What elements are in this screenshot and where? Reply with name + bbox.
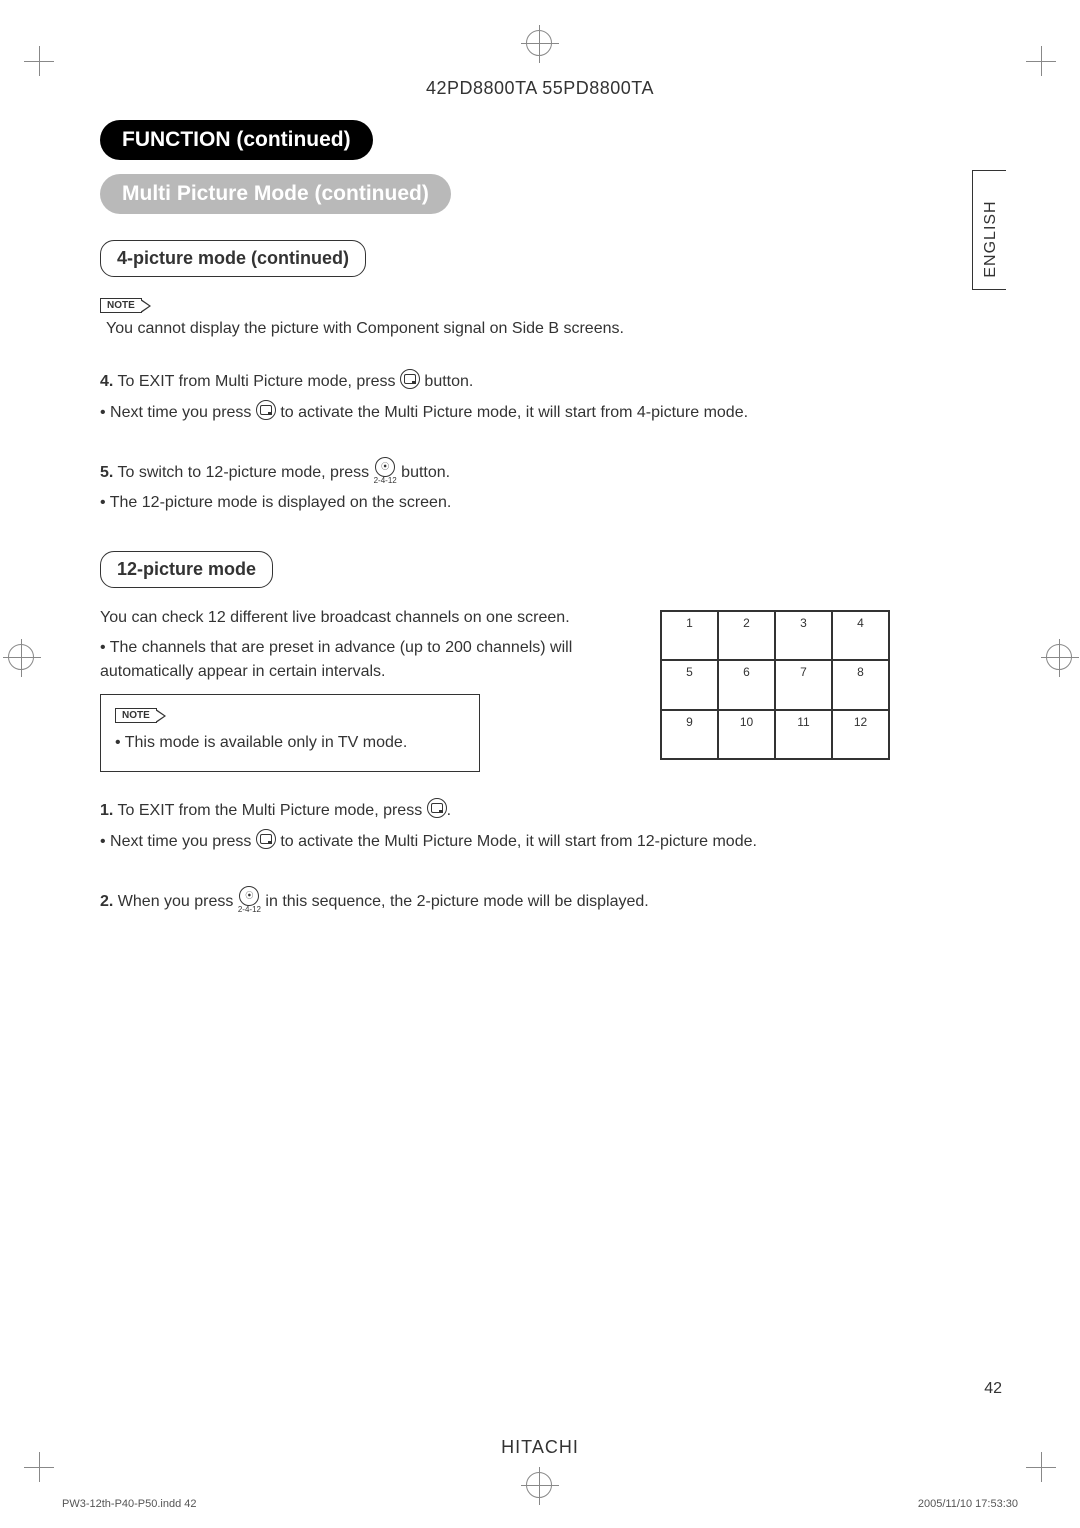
crop-mark — [1026, 46, 1056, 76]
grid-cell: 10 — [718, 710, 775, 759]
footer-timestamp: 2005/11/10 17:53:30 — [918, 1498, 1018, 1510]
note-tag: NOTE — [100, 298, 142, 313]
brand-footer: HITACHI — [0, 1437, 1080, 1458]
four-picture-subheading: 4-picture mode (continued) — [100, 240, 366, 277]
pip-button-icon — [427, 798, 447, 818]
grid-cell: 8 — [832, 660, 889, 709]
twelve-intro: You can check 12 different live broadcas… — [100, 606, 620, 630]
registration-mark — [8, 644, 34, 670]
grid-cell: 5 — [661, 660, 718, 709]
step-5-line: 5. To switch to 12-picture mode, press ⦿… — [100, 453, 890, 485]
note-block: NOTE You cannot display the picture with… — [100, 295, 890, 341]
note-text: You cannot display the picture with Comp… — [106, 317, 890, 341]
step-number: 2. — [100, 893, 113, 910]
grid-cell: 2 — [718, 611, 775, 660]
step-1-bullet: • Next time you press to activate the Mu… — [100, 829, 890, 854]
crop-mark — [24, 46, 54, 76]
grid-cell: 3 — [775, 611, 832, 660]
twelve-picture-grid: 1 2 3 4 5 6 7 8 9 10 11 12 — [660, 610, 890, 760]
grid-cell: 9 — [661, 710, 718, 759]
grid-cell: 6 — [718, 660, 775, 709]
step-4-block: 4. To EXIT from Multi Picture mode, pres… — [100, 369, 890, 425]
grid-cell: 12 — [832, 710, 889, 759]
note-text: • This mode is available only in TV mode… — [115, 731, 465, 755]
grid-cell: 1 — [661, 611, 718, 660]
pip-button-icon — [256, 400, 276, 420]
language-label: ENGLISH — [982, 185, 1000, 293]
multi-picture-heading: Multi Picture Mode (continued) — [100, 174, 451, 214]
registration-mark — [526, 30, 552, 56]
model-header: 42PD8800TA 55PD8800TA — [0, 78, 1080, 99]
step-number: 5. — [100, 464, 113, 481]
step-4-bullet: • Next time you press to activate the Mu… — [100, 400, 890, 425]
twelve-picture-subheading: 12-picture mode — [100, 551, 273, 588]
language-tab: ENGLISH — [972, 170, 1006, 290]
grid-cell: 7 — [775, 660, 832, 709]
twelve-bullet-1: • The channels that are preset in advanc… — [100, 636, 620, 684]
registration-mark — [526, 1472, 552, 1498]
pip-button-icon — [256, 829, 276, 849]
mode-switch-icon: ⦿2-4-12 — [374, 453, 397, 485]
pip-button-icon — [400, 369, 420, 389]
manual-page: 42PD8800TA 55PD8800TA ENGLISH FUNCTION (… — [0, 0, 1080, 1528]
function-heading: FUNCTION (continued) — [100, 120, 373, 160]
footer-file-info: PW3-12th-P40-P50.indd 42 — [62, 1498, 197, 1510]
note-tag: NOTE — [115, 708, 157, 723]
registration-mark — [1046, 644, 1072, 670]
step-5-block: 5. To switch to 12-picture mode, press ⦿… — [100, 453, 890, 515]
twelve-picture-intro-row: You can check 12 different live broadcas… — [100, 606, 890, 772]
step-1-line: 1. To EXIT from the Multi Picture mode, … — [100, 798, 890, 823]
step-number: 1. — [100, 802, 113, 819]
step-4-line: 4. To EXIT from Multi Picture mode, pres… — [100, 369, 890, 394]
step-1-block: 1. To EXIT from the Multi Picture mode, … — [100, 798, 890, 854]
step-5-bullet: • The 12-picture mode is displayed on th… — [100, 491, 890, 515]
step-2-line: 2. When you press ⦿2-4-12 in this sequen… — [100, 882, 890, 914]
mode-switch-icon: ⦿2-4-12 — [238, 882, 261, 914]
grid-cell: 11 — [775, 710, 832, 759]
step-2-block: 2. When you press ⦿2-4-12 in this sequen… — [100, 882, 890, 914]
note-box: NOTE • This mode is available only in TV… — [100, 694, 480, 772]
content-area: FUNCTION (continued) Multi Picture Mode … — [100, 120, 890, 942]
page-number: 42 — [984, 1380, 1002, 1398]
step-number: 4. — [100, 373, 113, 390]
grid-cell: 4 — [832, 611, 889, 660]
